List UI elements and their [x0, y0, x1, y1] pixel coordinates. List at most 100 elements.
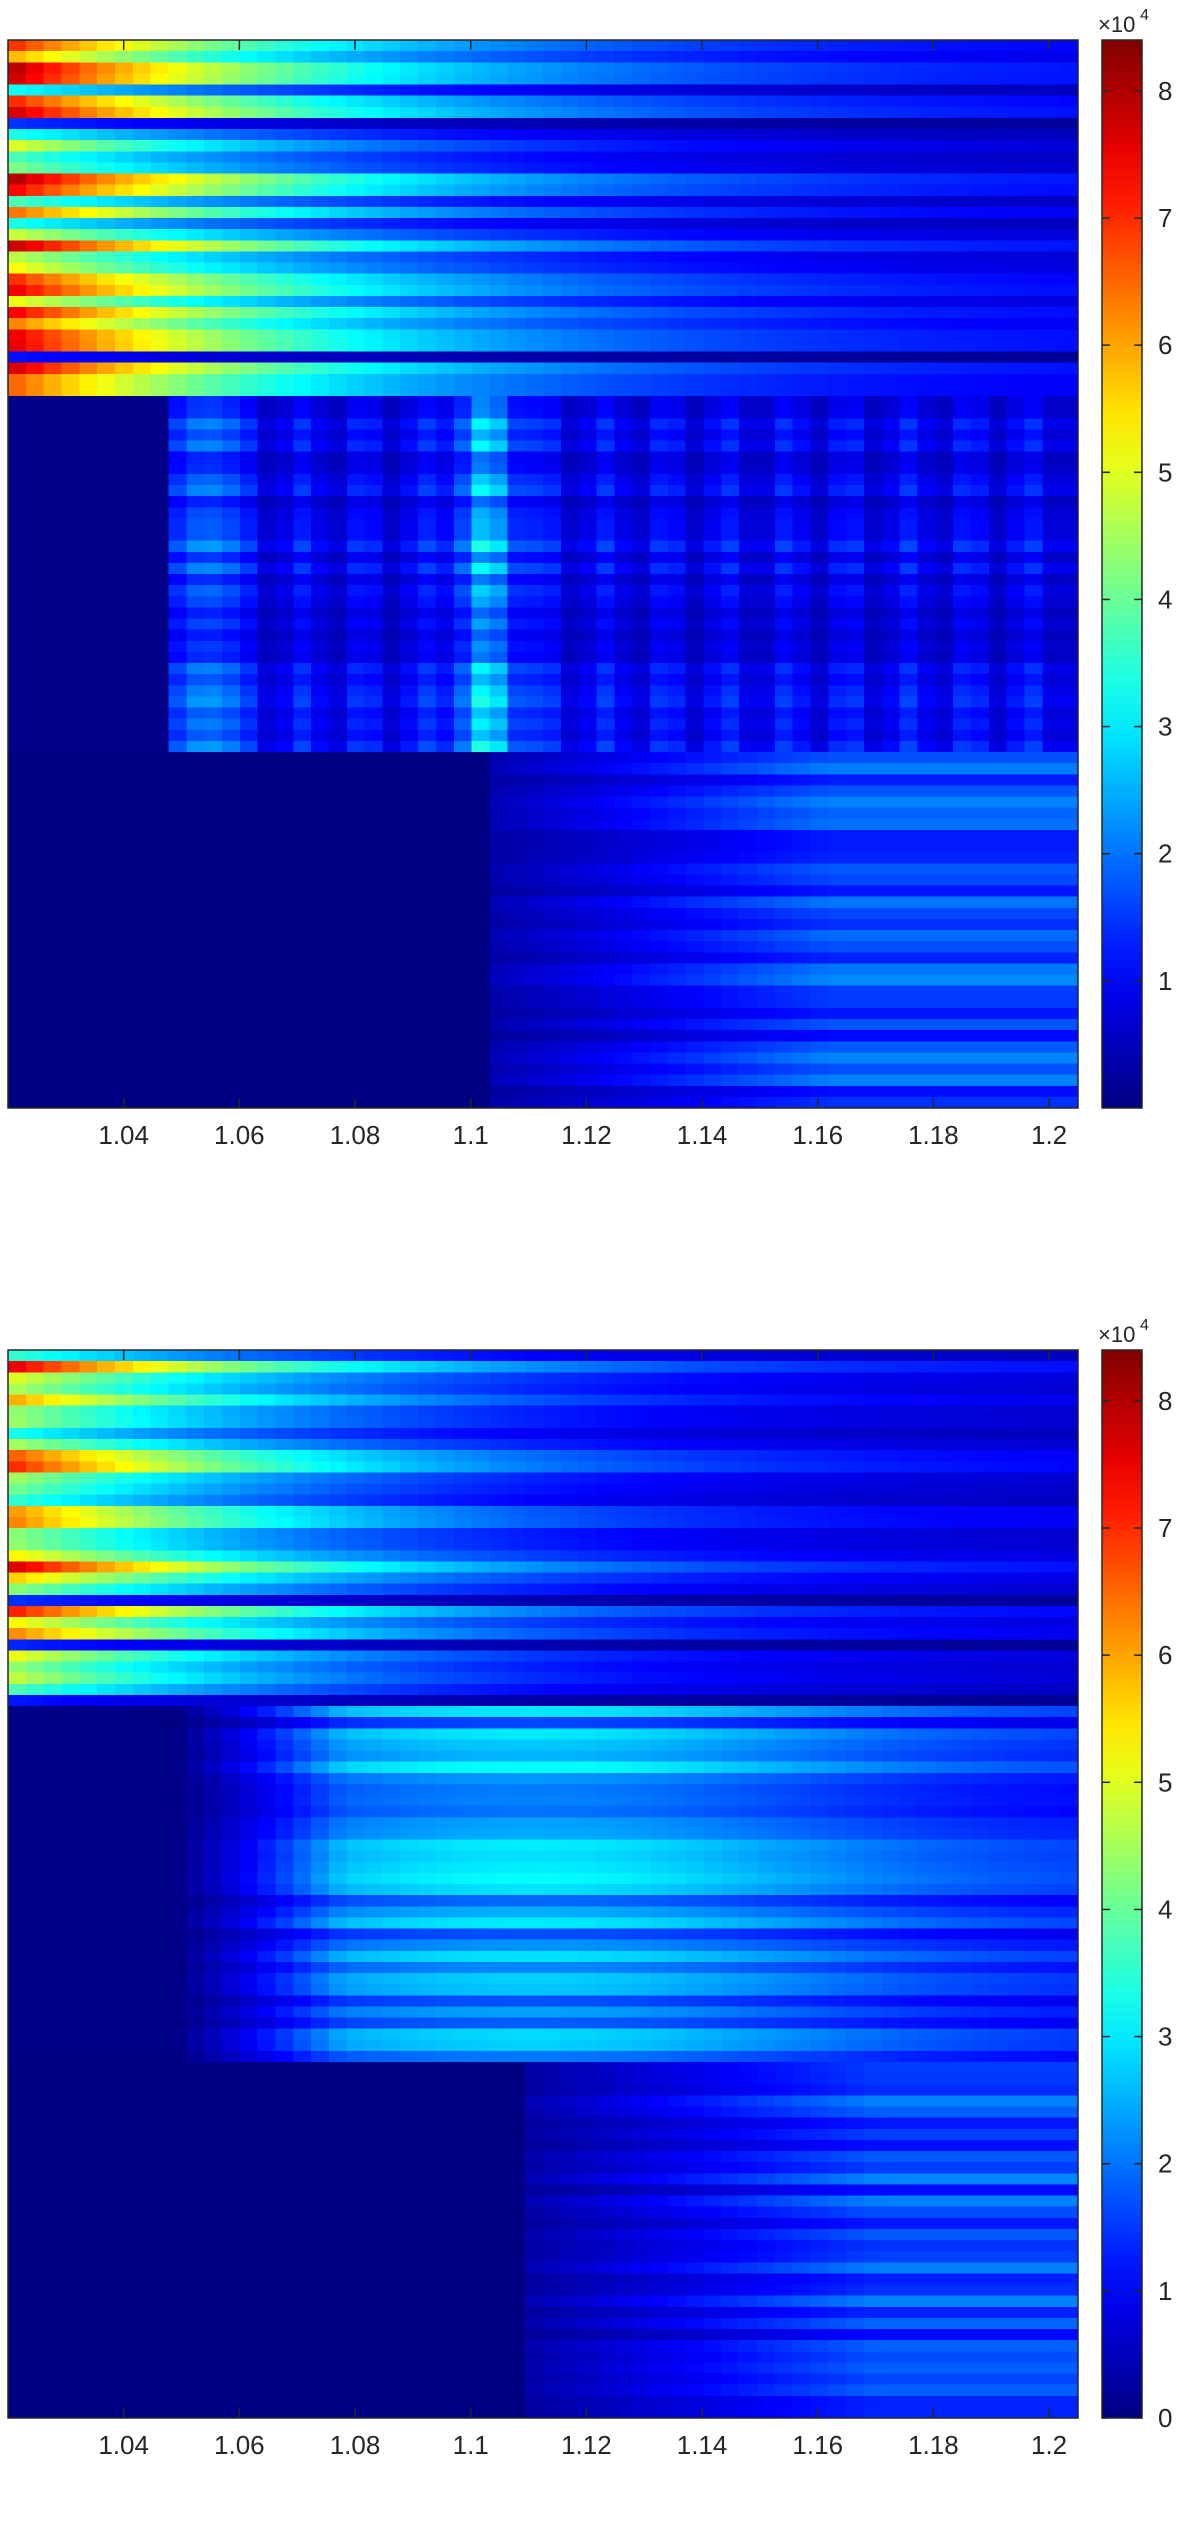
- heatmap-cell: [971, 529, 990, 542]
- heatmap-cell: [721, 685, 740, 697]
- heatmap-cell: [436, 295, 455, 308]
- heatmap-cell: [43, 173, 63, 186]
- heatmap-cell: [311, 462, 330, 475]
- heatmap-cell: [204, 251, 223, 264]
- heatmap-cell: [222, 774, 241, 786]
- heatmap-cell: [543, 184, 562, 197]
- heatmap-cell: [471, 51, 491, 63]
- heatmap-cell: [507, 696, 526, 709]
- heatmap-cell: [150, 496, 170, 508]
- heatmap-cell: [685, 930, 705, 942]
- heatmap-cell: [667, 640, 687, 653]
- heatmap-cell: [667, 162, 687, 175]
- heatmap-cell: [97, 618, 116, 631]
- heatmap-cell: [1006, 874, 1026, 887]
- heatmap-cell: [721, 318, 740, 330]
- heatmap-cell: [810, 640, 829, 653]
- heatmap-cell: [97, 473, 116, 486]
- heatmap-cell: [257, 707, 277, 720]
- heatmap-cell: [774, 418, 794, 430]
- heatmap-cell: [650, 451, 669, 464]
- heatmap-cell: [881, 251, 901, 264]
- heatmap-cell: [400, 729, 419, 742]
- heatmap-cell: [293, 729, 312, 742]
- heatmap-cell: [864, 874, 883, 887]
- heatmap-cell: [382, 574, 401, 586]
- heatmap-cell: [115, 818, 134, 831]
- heatmap-cell: [596, 496, 615, 508]
- heatmap-cell: [186, 40, 205, 52]
- heatmap-cell: [132, 273, 152, 286]
- heatmap-cell: [418, 818, 437, 831]
- heatmap-cell: [596, 451, 615, 464]
- heatmap-cell: [25, 885, 45, 898]
- heatmap-cell: [418, 718, 437, 731]
- heatmap-cell: [471, 473, 491, 486]
- heatmap-cell: [935, 184, 954, 197]
- heatmap-cell: [864, 351, 883, 364]
- heatmap-cell: [400, 651, 419, 664]
- heatmap-cell: [329, 373, 348, 386]
- heatmap-cell: [935, 485, 954, 497]
- heatmap-cell: [971, 841, 990, 853]
- heatmap-cell: [578, 551, 598, 564]
- heatmap-cell: [650, 62, 669, 74]
- heatmap-cell: [132, 963, 152, 976]
- heatmap-cell: [917, 206, 936, 219]
- heatmap-cell: [935, 807, 954, 820]
- heatmap-cell: [614, 195, 633, 208]
- heatmap-cell: [257, 585, 277, 597]
- heatmap-cell: [525, 106, 544, 119]
- heatmap-cell: [186, 829, 205, 842]
- heatmap-cell: [79, 963, 98, 976]
- heatmap-cell: [132, 674, 152, 686]
- heatmap-cell: [614, 674, 633, 686]
- heatmap-cell: [471, 173, 491, 186]
- heatmap-cell: [525, 418, 544, 430]
- heatmap-cell: [739, 140, 758, 152]
- heatmap-cell: [899, 396, 919, 408]
- heatmap-cell: [792, 507, 812, 519]
- heatmap-cell: [400, 218, 419, 230]
- heatmap-cell: [596, 151, 615, 163]
- heatmap-cell: [364, 184, 384, 197]
- heatmap-cell: [275, 84, 294, 97]
- heatmap-cell: [846, 507, 865, 519]
- heatmap-cell: [329, 529, 348, 542]
- heatmap-cell: [721, 240, 740, 252]
- heatmap-cell: [881, 407, 901, 419]
- heatmap-cell: [25, 485, 45, 497]
- heatmap-cell: [275, 640, 294, 653]
- heatmap-cell: [757, 318, 776, 330]
- heatmap-cell: [596, 918, 615, 931]
- heatmap-cell: [971, 40, 990, 52]
- heatmap-cell: [810, 84, 829, 97]
- heatmap-cell: [418, 162, 437, 175]
- heatmap-cell: [79, 852, 98, 864]
- heatmap-cell: [953, 718, 972, 731]
- heatmap-cell: [774, 384, 794, 397]
- heatmap-cell: [329, 184, 348, 197]
- heatmap-cell: [881, 496, 901, 508]
- heatmap-cell: [382, 829, 401, 842]
- heatmap-cell: [721, 51, 740, 63]
- heatmap-cell: [222, 763, 241, 775]
- heatmap-cell: [453, 907, 473, 920]
- heatmap-cell: [792, 307, 812, 319]
- heatmap-cell: [115, 384, 134, 397]
- heatmap-cell: [757, 418, 776, 430]
- heatmap-cell: [329, 663, 348, 675]
- heatmap-cell: [543, 829, 562, 842]
- heatmap-cell: [792, 251, 812, 264]
- heatmap-cell: [43, 562, 63, 575]
- heatmap-cell: [115, 740, 134, 753]
- heatmap-cell: [864, 574, 883, 586]
- heatmap-cell: [204, 451, 223, 464]
- heatmap-cell: [436, 663, 455, 675]
- heatmap-cell: [757, 362, 776, 375]
- heatmap-cell: [507, 674, 526, 686]
- heatmap-cell: [881, 551, 901, 564]
- heatmap-cell: [239, 284, 259, 297]
- heatmap-cell: [329, 618, 348, 631]
- heatmap-cell: [346, 329, 366, 341]
